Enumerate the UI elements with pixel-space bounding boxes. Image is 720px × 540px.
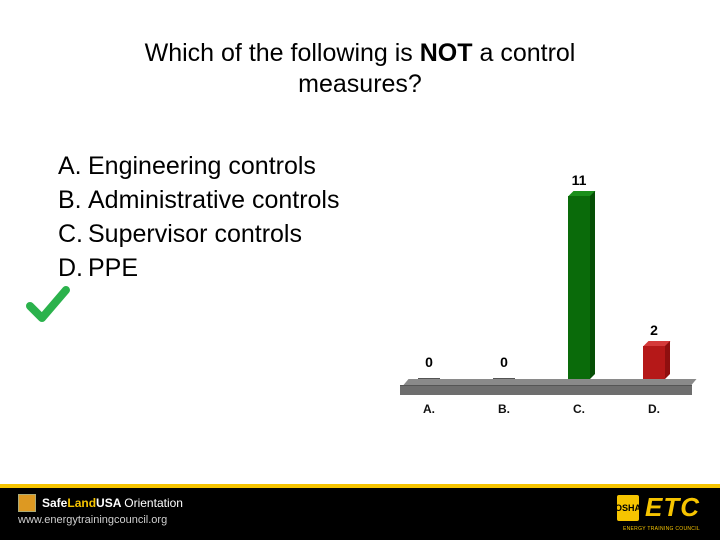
footer-accent-bar xyxy=(0,484,720,488)
brand-tag: Orientation xyxy=(124,496,183,510)
footer-etc-logo: OSHA ETC ENERGY TRAINING COUNCIL xyxy=(617,492,700,523)
bar-a xyxy=(418,378,446,379)
bar-c xyxy=(568,196,596,379)
option-text: Engineering controls xyxy=(88,152,316,180)
option-c[interactable]: C. Supervisor controls xyxy=(58,218,378,250)
bar-b xyxy=(493,378,521,379)
bar-value-label: 0 xyxy=(409,354,449,370)
etc-text: ETC xyxy=(645,492,700,523)
axis-category-label: A. xyxy=(409,402,449,416)
question-text: Which of the following is NOT a control … xyxy=(90,38,630,101)
option-letter: D. xyxy=(58,252,83,284)
axis-category-label: B. xyxy=(484,402,524,416)
response-bar-chart: 0 A. 0 B. 11 C. 2 D. xyxy=(400,160,700,420)
option-text: Administrative controls xyxy=(88,186,339,214)
footer-brand: SafeLandUSA Orientation xyxy=(18,494,183,512)
footer-left: SafeLandUSA Orientation www.energytraini… xyxy=(18,494,183,526)
axis-category-label: D. xyxy=(634,402,674,416)
axis-category-label: C. xyxy=(559,402,599,416)
footer-url: www.energytrainingcouncil.org xyxy=(18,514,183,526)
footer: SafeLandUSA Orientation www.energytraini… xyxy=(0,484,720,540)
etc-subtext: ENERGY TRAINING COUNCIL xyxy=(623,526,700,532)
safeland-logo-icon xyxy=(18,494,36,512)
brand-text: SafeLandUSA Orientation xyxy=(42,496,183,510)
brand-prefix: Safe xyxy=(42,496,67,510)
option-text: Supervisor controls xyxy=(88,220,302,248)
brand-suffix: USA xyxy=(96,496,121,510)
option-a[interactable]: A. Engineering controls xyxy=(58,150,378,182)
bar-value-label: 11 xyxy=(559,172,599,188)
etc-badge-icon: OSHA xyxy=(617,495,639,521)
question-emphasis: NOT xyxy=(420,39,473,67)
correct-check-icon xyxy=(26,284,70,324)
option-letter: B. xyxy=(58,184,82,216)
chart-platform xyxy=(400,379,700,395)
options-list: A. Engineering controls B. Administrativ… xyxy=(58,150,378,286)
option-letter: A. xyxy=(58,150,82,182)
option-d[interactable]: D. PPE xyxy=(58,252,378,284)
option-letter: C. xyxy=(58,218,83,250)
bar-d xyxy=(643,346,671,379)
option-text: PPE xyxy=(88,254,138,282)
bar-value-label: 0 xyxy=(484,354,524,370)
bar-value-label: 2 xyxy=(634,322,674,338)
brand-mid: Land xyxy=(67,496,96,510)
option-b[interactable]: B. Administrative controls xyxy=(58,184,378,216)
question-pre: Which of the following is xyxy=(145,39,420,67)
slide: Which of the following is NOT a control … xyxy=(0,0,720,540)
